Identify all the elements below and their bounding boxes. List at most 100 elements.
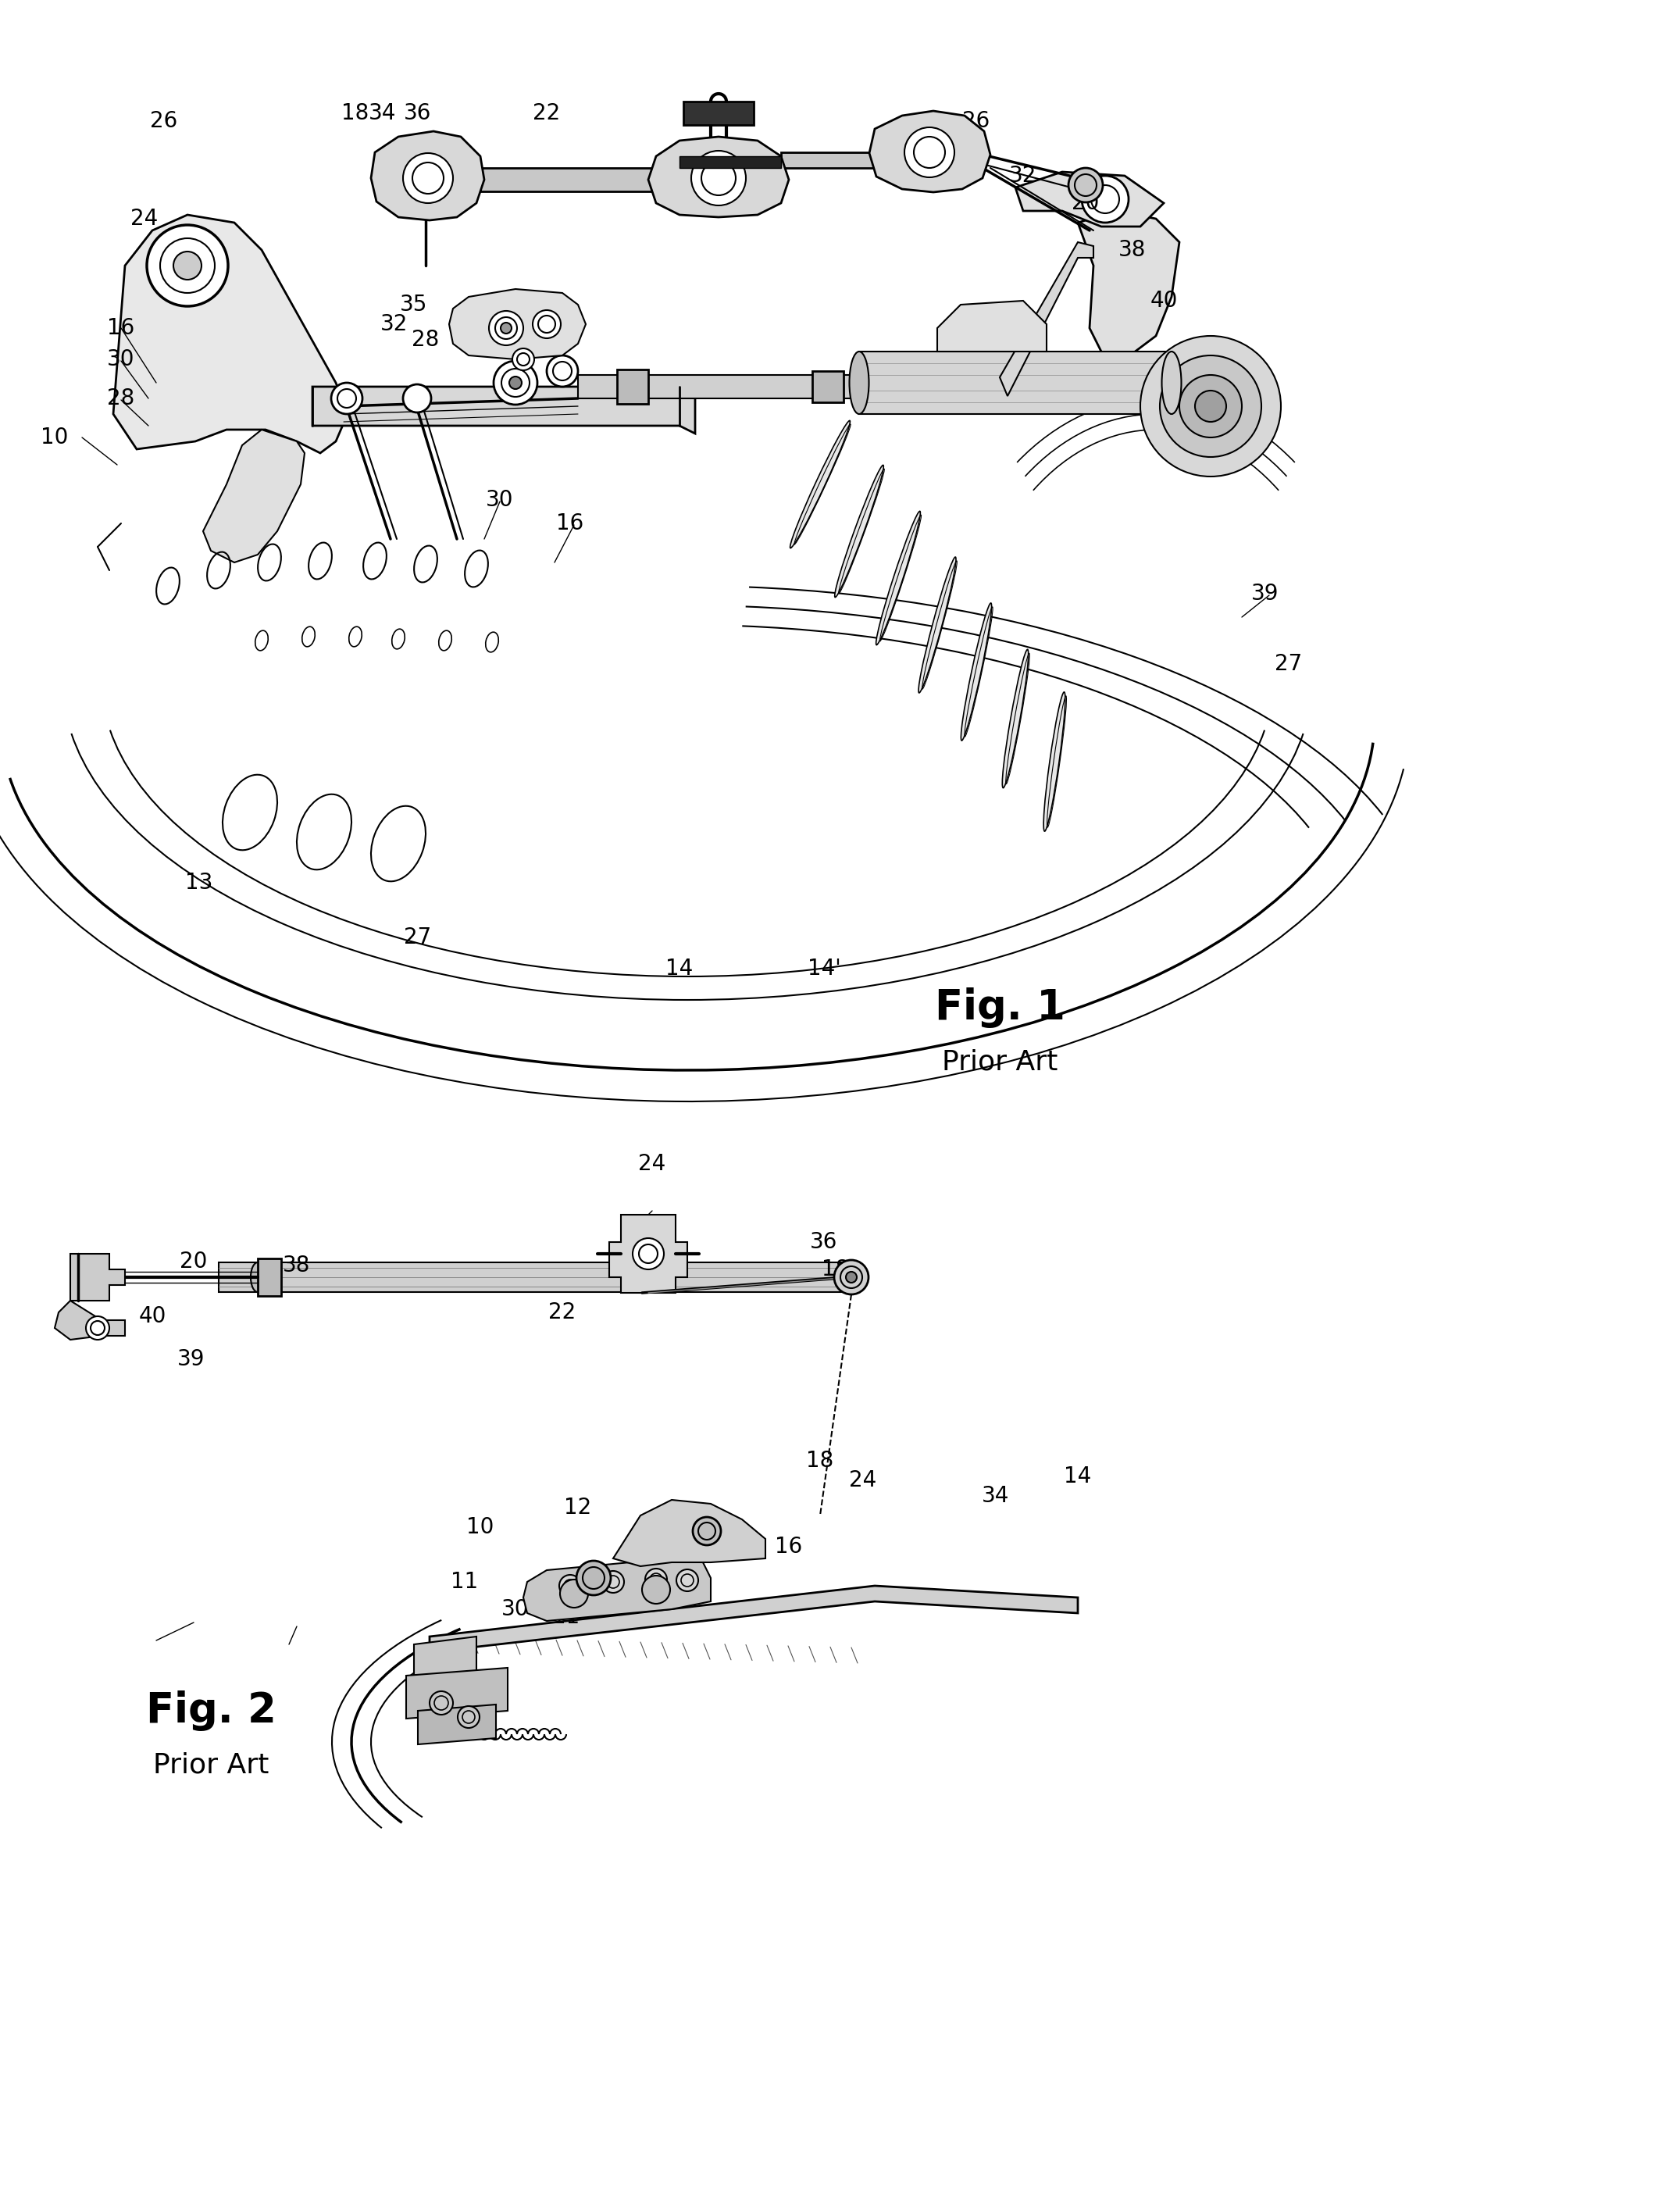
- Circle shape: [430, 1691, 454, 1715]
- Text: 34: 34: [721, 103, 748, 123]
- Polygon shape: [1000, 242, 1094, 396]
- Text: 20: 20: [180, 1251, 208, 1273]
- Text: 32: 32: [1010, 165, 1037, 187]
- Polygon shape: [781, 152, 875, 167]
- Text: 16: 16: [108, 317, 134, 339]
- Text: 30: 30: [486, 488, 514, 510]
- Text: 11: 11: [553, 1605, 580, 1627]
- Circle shape: [1082, 176, 1129, 222]
- Text: 38: 38: [282, 1256, 311, 1275]
- Polygon shape: [858, 352, 1171, 413]
- Ellipse shape: [850, 352, 869, 413]
- Circle shape: [1141, 336, 1280, 477]
- Circle shape: [642, 1577, 670, 1603]
- Text: 24: 24: [638, 1152, 665, 1174]
- Polygon shape: [218, 1262, 852, 1293]
- Text: 36: 36: [810, 1231, 838, 1253]
- Text: 35: 35: [400, 295, 428, 317]
- Ellipse shape: [1043, 693, 1065, 831]
- Circle shape: [403, 154, 454, 202]
- Text: 16: 16: [556, 512, 585, 534]
- Polygon shape: [617, 369, 648, 405]
- Circle shape: [494, 361, 538, 405]
- Text: 24: 24: [850, 1469, 877, 1491]
- Text: 13: 13: [185, 871, 213, 893]
- Polygon shape: [55, 1300, 124, 1339]
- Polygon shape: [684, 101, 754, 125]
- Ellipse shape: [1003, 649, 1028, 787]
- Text: 28: 28: [108, 387, 134, 409]
- Text: 14': 14': [808, 959, 840, 979]
- Polygon shape: [312, 387, 696, 433]
- Polygon shape: [413, 1636, 477, 1687]
- Ellipse shape: [845, 1262, 858, 1293]
- Text: 14: 14: [665, 959, 694, 979]
- Text: 39: 39: [178, 1348, 205, 1370]
- Circle shape: [1194, 391, 1226, 422]
- Text: 22: 22: [533, 103, 561, 123]
- Polygon shape: [407, 1667, 507, 1720]
- Polygon shape: [613, 1500, 766, 1566]
- Text: 16: 16: [774, 1535, 803, 1557]
- Polygon shape: [610, 1214, 687, 1293]
- Circle shape: [457, 1706, 479, 1728]
- Text: Fig. 2: Fig. 2: [146, 1691, 276, 1731]
- Text: 26: 26: [150, 110, 178, 132]
- Text: 40: 40: [138, 1306, 166, 1328]
- Circle shape: [645, 1568, 667, 1590]
- Circle shape: [146, 224, 228, 306]
- Circle shape: [1068, 167, 1102, 202]
- Text: 18: 18: [822, 1258, 850, 1280]
- Text: 26: 26: [963, 110, 990, 132]
- Circle shape: [501, 323, 512, 334]
- Polygon shape: [430, 1585, 1079, 1651]
- Text: 10: 10: [467, 1517, 494, 1537]
- Text: 32: 32: [381, 312, 408, 334]
- Circle shape: [559, 1574, 581, 1596]
- Ellipse shape: [790, 420, 850, 548]
- Circle shape: [904, 128, 954, 178]
- Text: 34: 34: [983, 1484, 1010, 1506]
- Text: 12: 12: [564, 1498, 591, 1520]
- Polygon shape: [648, 136, 790, 218]
- Text: 22: 22: [549, 1302, 576, 1324]
- Text: 30: 30: [108, 347, 134, 369]
- Circle shape: [533, 310, 561, 339]
- Circle shape: [576, 1561, 612, 1594]
- Text: 24: 24: [131, 207, 158, 229]
- Circle shape: [546, 356, 578, 387]
- Polygon shape: [371, 132, 484, 220]
- Ellipse shape: [1163, 352, 1181, 413]
- Text: 27: 27: [405, 926, 432, 948]
- Circle shape: [690, 152, 746, 205]
- Text: 30: 30: [502, 1599, 529, 1621]
- Polygon shape: [1079, 211, 1179, 358]
- Ellipse shape: [919, 556, 956, 693]
- Circle shape: [677, 1570, 699, 1592]
- Text: 27: 27: [1275, 653, 1302, 675]
- Circle shape: [403, 385, 432, 413]
- Circle shape: [835, 1260, 869, 1295]
- Circle shape: [489, 310, 522, 345]
- Text: 34: 34: [370, 103, 396, 123]
- Ellipse shape: [250, 1262, 265, 1293]
- Polygon shape: [203, 429, 304, 563]
- Text: Fig. 1: Fig. 1: [934, 987, 1065, 1027]
- Circle shape: [845, 1271, 857, 1282]
- Circle shape: [331, 383, 363, 413]
- Ellipse shape: [961, 603, 991, 741]
- Polygon shape: [937, 301, 1047, 352]
- Circle shape: [86, 1317, 109, 1339]
- Text: 18: 18: [806, 1449, 833, 1471]
- Circle shape: [601, 1570, 623, 1592]
- Circle shape: [509, 376, 522, 389]
- Text: 14: 14: [1063, 1465, 1092, 1487]
- Polygon shape: [480, 167, 657, 191]
- Ellipse shape: [875, 510, 921, 644]
- Text: Prior Art: Prior Art: [942, 1049, 1058, 1075]
- Circle shape: [559, 1579, 588, 1607]
- Text: 24: 24: [916, 125, 942, 147]
- Text: 18: 18: [341, 103, 370, 123]
- Text: 28: 28: [412, 330, 440, 352]
- Circle shape: [633, 1238, 664, 1269]
